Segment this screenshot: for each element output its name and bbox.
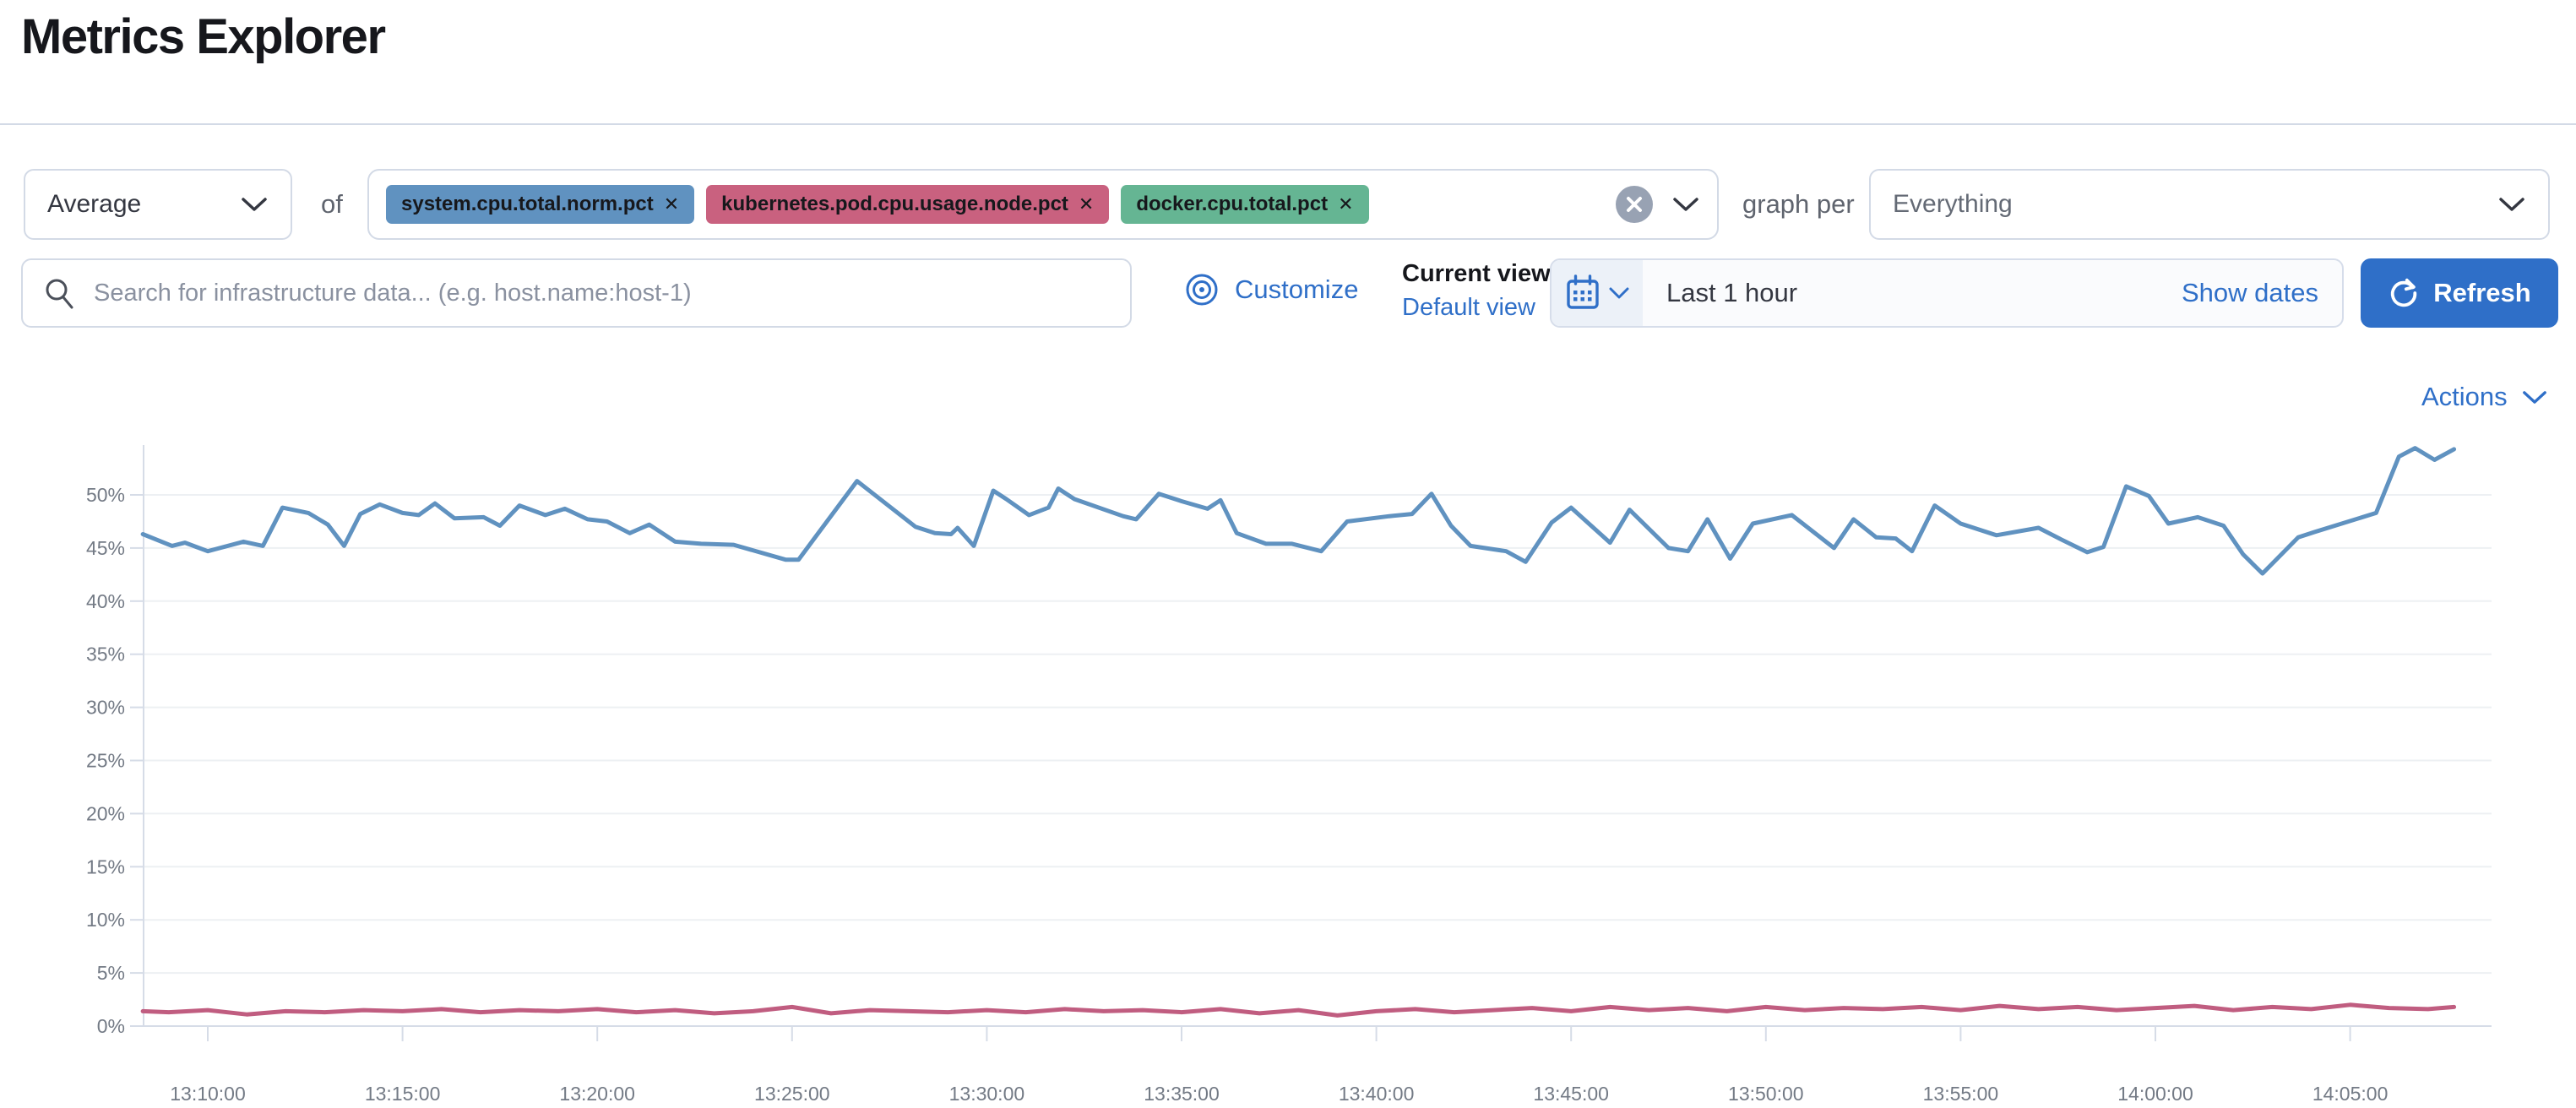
default-view-link[interactable]: Default view <box>1402 294 1535 321</box>
y-tick-label: 15% <box>86 855 125 877</box>
remove-metric-icon[interactable]: ✕ <box>1338 193 1354 215</box>
show-dates-link[interactable]: Show dates <box>2182 278 2318 307</box>
y-tick-label: 35% <box>86 644 125 665</box>
customize-eye-icon <box>1186 274 1218 306</box>
clear-metrics-button[interactable] <box>1616 186 1653 223</box>
x-tick-label: 13:50:00 <box>1728 1083 1804 1105</box>
of-label: of <box>321 189 343 219</box>
chevron-down-icon <box>2499 198 2524 211</box>
search-container <box>21 258 1132 328</box>
header-divider <box>0 123 2576 125</box>
y-tick-label: 30% <box>86 697 125 719</box>
x-axis: 13:10:00 13:15:00 13:20:00 13:25:00 13:30:00… <box>170 1026 2388 1105</box>
y-tick-label: 20% <box>86 802 125 824</box>
x-tick-label: 13:20:00 <box>559 1083 635 1105</box>
x-tick-label: 13:55:00 <box>1923 1083 1999 1105</box>
x-tick-label: 13:30:00 <box>949 1083 1025 1105</box>
series-line <box>140 446 2457 576</box>
x-tick-label: 13:35:00 <box>1144 1083 1220 1105</box>
y-tick-label: 5% <box>97 962 125 984</box>
x-tick-label: 14:05:00 <box>2312 1083 2389 1105</box>
time-range-display[interactable]: Last 1 hour Show dates <box>1643 260 2342 326</box>
group-by-value: Everything <box>1893 190 2013 218</box>
customize-button[interactable]: Customize <box>1184 272 1358 307</box>
chevron-down-icon[interactable] <box>1671 196 1700 213</box>
series-line <box>140 1002 2457 1018</box>
actions-menu-button[interactable]: Actions <box>2421 382 2548 412</box>
metric-tag-label: kubernetes.pod.cpu.usage.node.pct <box>721 193 1068 215</box>
page-title: Metrics Explorer <box>21 9 386 64</box>
combobox-controls <box>1616 186 1700 223</box>
y-tick-label: 40% <box>86 590 125 612</box>
current-view-label: Current view <box>1402 260 1551 287</box>
metric-tag[interactable]: kubernetes.pod.cpu.usage.node.pct ✕ <box>706 185 1110 224</box>
refresh-button[interactable]: Refresh <box>2361 258 2558 328</box>
search-input[interactable] <box>21 258 1132 328</box>
y-tick-label: 0% <box>97 1015 125 1037</box>
group-by-select[interactable]: Everything <box>1869 169 2550 240</box>
x-tick-label: 13:25:00 <box>754 1083 830 1105</box>
y-tick-label: 50% <box>86 484 125 506</box>
customize-label: Customize <box>1235 274 1359 304</box>
metric-tag[interactable]: docker.cpu.total.pct ✕ <box>1121 185 1369 224</box>
actions-label: Actions <box>2421 382 2508 411</box>
close-icon <box>1627 197 1642 212</box>
y-tick-label: 45% <box>86 537 125 559</box>
y-tick-label: 25% <box>86 750 125 772</box>
metric-tag[interactable]: system.cpu.total.norm.pct ✕ <box>386 185 695 224</box>
x-tick-label: 13:45:00 <box>1533 1083 1609 1105</box>
metric-tags: system.cpu.total.norm.pct ✕ kubernetes.p… <box>386 185 1369 224</box>
aggregation-select[interactable]: Average <box>24 169 292 240</box>
y-tick-label: 10% <box>86 909 125 931</box>
chevron-down-icon <box>2522 390 2546 404</box>
chevron-down-icon <box>1609 287 1629 299</box>
x-tick-label: 14:00:00 <box>2117 1083 2193 1105</box>
refresh-icon <box>2391 278 2417 307</box>
y-axis: 0% 5% 10% 15% 20% 25% 30% 35% 40% 45% 50% <box>86 484 2492 1037</box>
x-tick-label: 13:10:00 <box>170 1083 246 1105</box>
aggregation-value: Average <box>47 190 142 218</box>
remove-metric-icon[interactable]: ✕ <box>663 193 680 215</box>
search-icon <box>46 279 73 309</box>
graph-per-label: graph per <box>1742 189 1855 219</box>
refresh-label: Refresh <box>2433 278 2531 307</box>
time-range-picker: Last 1 hour Show dates <box>1550 258 2344 328</box>
calendar-icon <box>1567 274 1599 309</box>
time-picker-menu-button[interactable] <box>1552 260 1643 326</box>
chevron-down-icon <box>242 198 267 211</box>
x-tick-label: 13:40:00 <box>1339 1083 1415 1105</box>
metrics-combobox[interactable]: system.cpu.total.norm.pct ✕ kubernetes.p… <box>367 169 1719 240</box>
remove-metric-icon[interactable]: ✕ <box>1078 193 1095 215</box>
metric-tag-label: system.cpu.total.norm.pct <box>401 193 654 215</box>
x-tick-label: 13:15:00 <box>365 1083 441 1105</box>
metric-tag-label: docker.cpu.total.pct <box>1136 193 1329 215</box>
view-switcher: Current view Default view <box>1402 257 1571 324</box>
time-range-value: Last 1 hour <box>1666 278 1798 307</box>
